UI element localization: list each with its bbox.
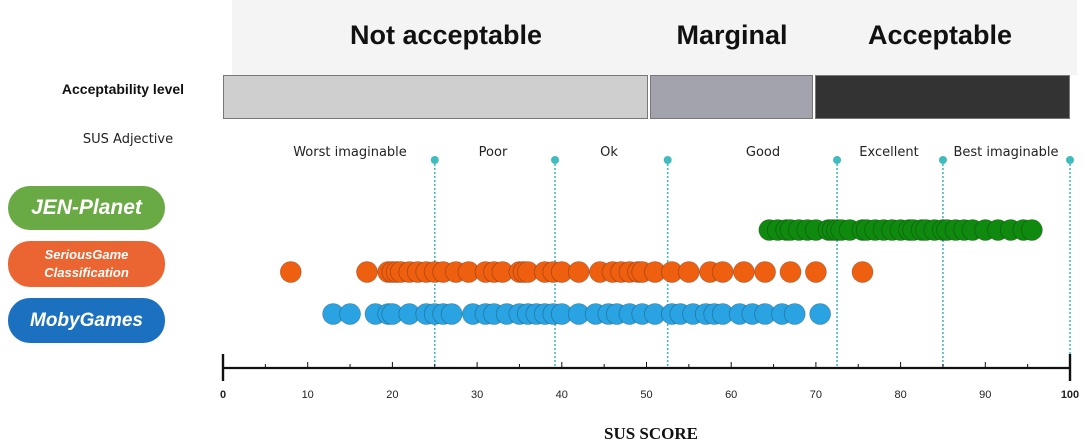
dataset-pill-jen-planet: JEN-Planet — [8, 186, 165, 230]
x-tick-label-60: 60 — [725, 389, 737, 401]
data-point-mobygames-38 — [809, 303, 832, 325]
adjective-excellent: Excellent — [859, 145, 919, 160]
data-point-mobygames-37 — [783, 303, 806, 325]
data-point-mobygames-9 — [440, 303, 463, 325]
acceptability-bar-marginal — [650, 75, 813, 119]
acceptability-level-label: Acceptability level — [61, 81, 185, 97]
sus-adjective-title: SUS Adjective — [82, 132, 174, 147]
adjective-ok: Ok — [600, 145, 618, 160]
adjective-good: Good — [745, 145, 781, 160]
x-tick-label-20: 20 — [386, 389, 398, 401]
adjective-best-imaginable: Best imaginable — [953, 145, 1059, 160]
x-tick-label-30: 30 — [471, 389, 483, 401]
data-point-seriousgame-classification-31 — [677, 261, 700, 283]
data-point-seriousgame-classification-33 — [711, 261, 734, 283]
data-point-seriousgame-classification-36 — [779, 261, 802, 283]
dataset-label-seriousgame: SeriousGame Classification — [44, 247, 129, 280]
data-point-seriousgame-classification-0 — [279, 261, 302, 283]
threshold-marker-3 — [833, 156, 842, 164]
range-label-marginal: Marginal — [676, 20, 788, 50]
data-point-seriousgame-classification-1 — [356, 261, 378, 283]
data-point-seriousgame-classification-35 — [754, 261, 776, 283]
range-label-not-acceptable: Not acceptable — [349, 20, 543, 50]
dataset-pill-seriousgame: SeriousGame Classification — [8, 241, 165, 287]
acceptability-header-band — [232, 0, 1077, 75]
x-axis-title: SUS SCORE — [603, 424, 699, 443]
threshold-marker-1 — [551, 156, 560, 164]
x-tick-label-40: 40 — [556, 389, 568, 401]
data-point-seriousgame-classification-22 — [567, 261, 590, 283]
x-tick-label-0: 0 — [220, 389, 226, 401]
data-point-jen-planet-32 — [1020, 219, 1043, 241]
data-point-mobygames-1 — [339, 303, 361, 325]
adjective-worst-imaginable: Worst imaginable — [293, 145, 407, 160]
data-point-seriousgame-classification-38 — [851, 261, 874, 283]
x-tick-label-10: 10 — [302, 389, 314, 401]
x-tick-label-100: 100 — [1061, 389, 1079, 401]
x-tick-label-70: 70 — [810, 389, 822, 401]
dataset-label-mobygames: MobyGames — [30, 309, 143, 331]
data-point-seriousgame-classification-34 — [733, 261, 755, 283]
dataset-label-jen-planet: JEN-Planet — [31, 196, 142, 219]
x-tick-label-80: 80 — [894, 389, 906, 401]
dataset-pill-mobygames: MobyGames — [8, 298, 165, 343]
data-point-seriousgame-classification-37 — [805, 261, 827, 283]
threshold-marker-4 — [938, 156, 947, 164]
x-tick-label-90: 90 — [979, 389, 991, 401]
threshold-marker-2 — [663, 156, 672, 164]
acceptability-bar-not-acceptable — [223, 75, 648, 119]
x-tick-label-50: 50 — [640, 389, 652, 401]
range-label-acceptable: Acceptable — [867, 20, 1013, 50]
acceptability-bar-acceptable — [815, 75, 1070, 119]
threshold-marker-0 — [430, 156, 439, 164]
adjective-poor: Poor — [478, 145, 508, 160]
threshold-marker-5 — [1066, 156, 1074, 164]
